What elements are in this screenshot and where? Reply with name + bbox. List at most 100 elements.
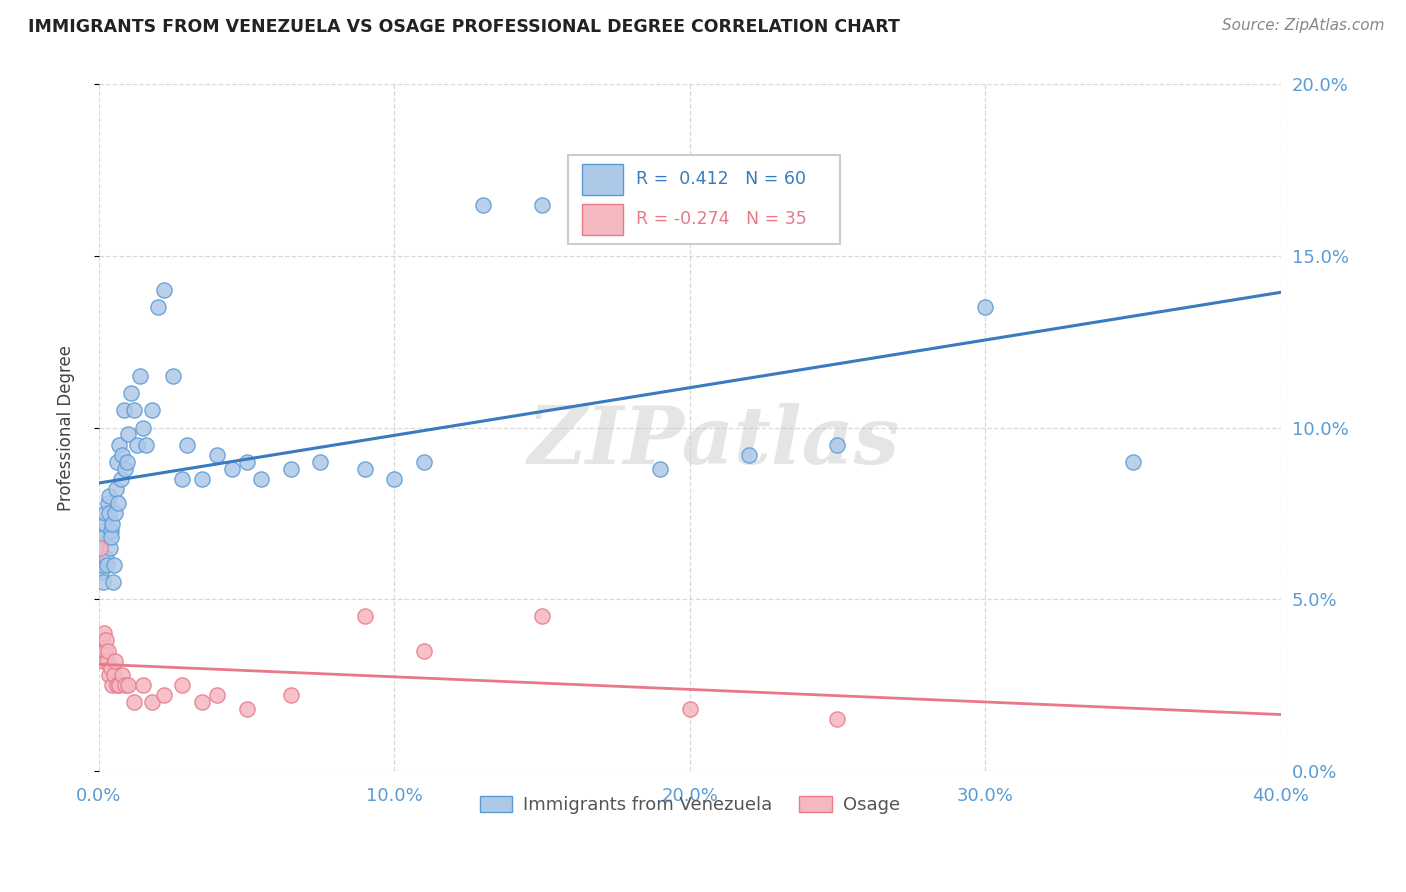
Point: [115, 455, 138, 469]
Point: [221, 461, 243, 475]
Point: [112, 403, 135, 417]
Point: [280, 461, 302, 475]
Point: [101, 574, 124, 589]
Point: [89, 541, 111, 555]
Point: [170, 472, 193, 486]
Point: [738, 448, 761, 462]
Point: [205, 448, 228, 462]
Point: [111, 448, 134, 462]
FancyBboxPatch shape: [568, 155, 841, 244]
Point: [97, 643, 120, 657]
Point: [170, 678, 193, 692]
Point: [111, 667, 134, 681]
Point: [591, 197, 613, 211]
Point: [974, 301, 997, 315]
Point: [91, 643, 114, 657]
Point: [205, 688, 228, 702]
Point: [129, 369, 152, 384]
Point: [104, 507, 127, 521]
Point: [152, 283, 174, 297]
Point: [107, 496, 129, 510]
Point: [146, 301, 169, 315]
Point: [412, 643, 434, 657]
Point: [93, 643, 115, 657]
Point: [191, 472, 214, 486]
Point: [96, 633, 118, 648]
Text: IMMIGRANTS FROM VENEZUELA VS OSAGE PROFESSIONAL DEGREE CORRELATION CHART: IMMIGRANTS FROM VENEZUELA VS OSAGE PROFE…: [28, 18, 900, 36]
Point: [101, 678, 124, 692]
FancyBboxPatch shape: [582, 164, 623, 195]
Point: [120, 386, 142, 401]
Point: [100, 530, 122, 544]
Point: [104, 483, 127, 497]
Point: [117, 427, 139, 442]
FancyBboxPatch shape: [582, 204, 623, 235]
Point: [98, 667, 121, 681]
Point: [127, 438, 149, 452]
Point: [152, 688, 174, 702]
Point: [98, 507, 121, 521]
Point: [679, 702, 702, 716]
Point: [108, 678, 131, 692]
Point: [117, 678, 139, 692]
Point: [530, 197, 553, 211]
Point: [114, 461, 136, 475]
Point: [141, 403, 163, 417]
Point: [114, 678, 136, 692]
Point: [1122, 455, 1144, 469]
Point: [96, 551, 118, 566]
Text: ZIPatlas: ZIPatlas: [527, 402, 900, 480]
Point: [103, 558, 125, 572]
Point: [309, 455, 332, 469]
Point: [141, 695, 163, 709]
Point: [96, 558, 118, 572]
Point: [94, 643, 117, 657]
Point: [105, 678, 128, 692]
Point: [90, 633, 112, 648]
Point: [101, 516, 124, 531]
Point: [122, 695, 145, 709]
Y-axis label: Professional Degree: Professional Degree: [58, 344, 75, 510]
Point: [97, 489, 120, 503]
Point: [108, 438, 131, 452]
Point: [280, 688, 302, 702]
Point: [471, 197, 494, 211]
Point: [162, 369, 184, 384]
Point: [105, 455, 128, 469]
Point: [97, 496, 120, 510]
Point: [235, 455, 257, 469]
Point: [98, 541, 121, 555]
Point: [250, 472, 273, 486]
Text: Source: ZipAtlas.com: Source: ZipAtlas.com: [1222, 18, 1385, 33]
Point: [89, 541, 111, 555]
Point: [353, 461, 375, 475]
Legend: Immigrants from Venezuela, Osage: Immigrants from Venezuela, Osage: [471, 787, 908, 823]
Point: [103, 667, 125, 681]
Point: [91, 574, 114, 589]
Text: R =  0.412   N = 60: R = 0.412 N = 60: [636, 170, 806, 188]
Point: [412, 455, 434, 469]
Point: [132, 420, 155, 434]
Point: [122, 403, 145, 417]
Text: R = -0.274   N = 35: R = -0.274 N = 35: [636, 211, 807, 228]
Point: [176, 438, 198, 452]
Point: [90, 565, 112, 579]
Point: [93, 530, 115, 544]
Point: [91, 524, 114, 538]
Point: [827, 712, 849, 726]
Point: [110, 472, 132, 486]
Point: [135, 438, 157, 452]
Point: [93, 516, 115, 531]
Point: [827, 438, 849, 452]
Point: [100, 661, 122, 675]
Point: [94, 507, 117, 521]
Point: [96, 654, 118, 668]
Point: [100, 524, 122, 538]
Point: [530, 609, 553, 624]
Point: [93, 626, 115, 640]
Point: [353, 609, 375, 624]
Point: [235, 702, 257, 716]
Point: [90, 643, 112, 657]
Point: [90, 558, 112, 572]
Point: [382, 472, 405, 486]
